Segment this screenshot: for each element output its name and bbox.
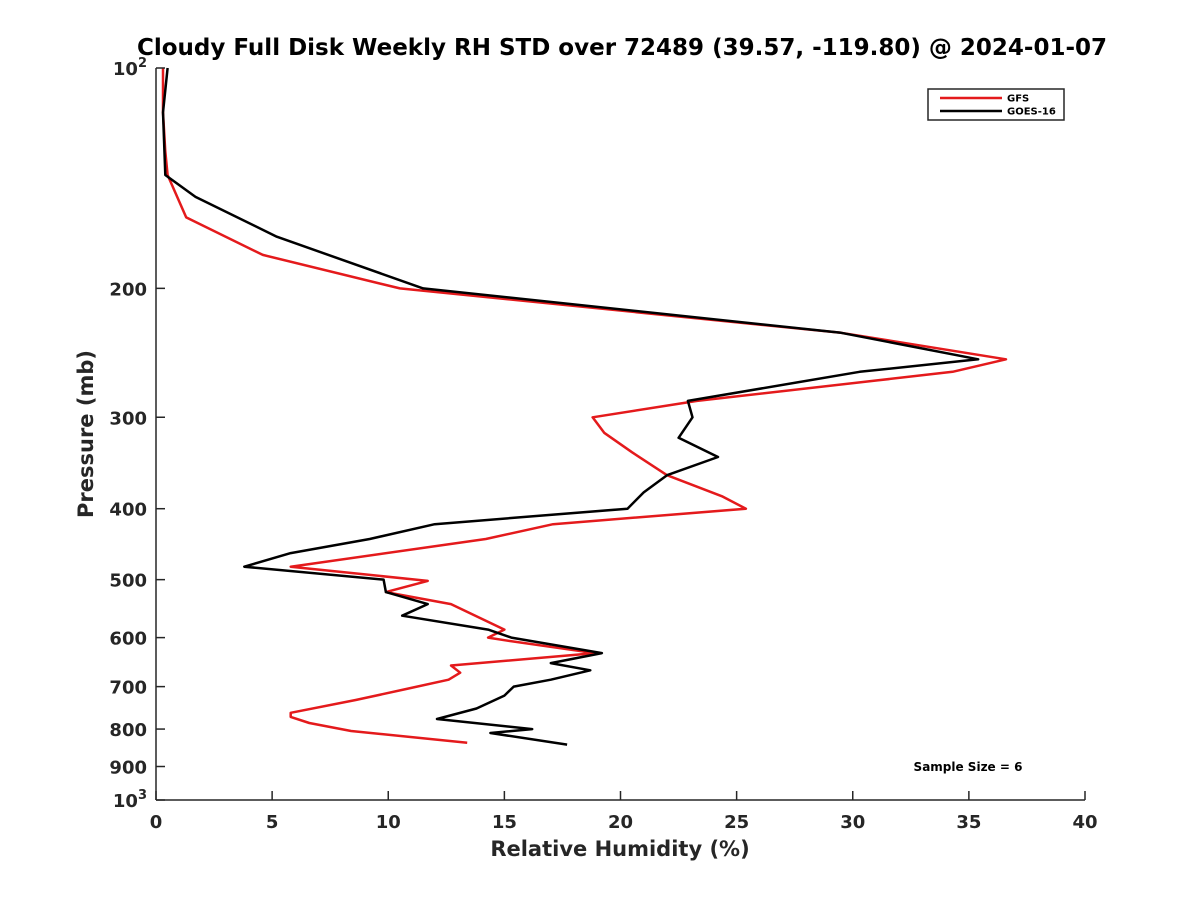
y-tick-label: 700 [109, 678, 147, 699]
plot-background [156, 68, 1085, 800]
series-layer [161, 67, 1008, 746]
x-tick-label: 35 [956, 812, 981, 833]
x-tick-label: 25 [724, 812, 749, 833]
legend-label-goes-16: GOES-16 [1007, 107, 1056, 118]
y-tick-label: 900 [109, 758, 147, 779]
y-tick-label: 103 [113, 788, 147, 812]
axes-layer: 0 5 10 15 20 25 30 35 40 102 200 300 400 500 600 700 800… [109, 56, 1097, 833]
y-tick-label: 300 [109, 408, 147, 429]
y-tick-label: 102 [113, 56, 147, 80]
legend-box [927, 88, 1065, 121]
y-axis-label: Pressure (mb) [74, 350, 98, 518]
legend-label-gfs: GFS [1007, 94, 1029, 105]
series-line-goes-16 [161, 67, 980, 746]
series-line-gfs [161, 68, 1008, 744]
sample-size-annotation: Sample Size = 6 [914, 760, 1023, 774]
y-tick-label: 600 [109, 629, 147, 650]
x-tick-label: 15 [492, 812, 517, 833]
x-tick-label: 40 [1072, 812, 1097, 833]
y-tick-label: 500 [109, 571, 147, 592]
x-tick-label: 30 [840, 812, 865, 833]
x-tick-label: 10 [376, 812, 401, 833]
chart-title: Cloudy Full Disk Weekly RH STD over 7248… [137, 35, 1107, 61]
x-tick-label: 20 [608, 812, 633, 833]
legend: GFS GOES-16 [927, 88, 1065, 121]
x-axis-label: Relative Humidity (%) [490, 837, 749, 861]
y-tick-label: 800 [109, 720, 147, 741]
y-tick-label: 400 [109, 500, 147, 521]
x-tick-label: 5 [266, 812, 279, 833]
y-tick-label: 200 [109, 279, 147, 300]
x-tick-label: 0 [150, 812, 163, 833]
